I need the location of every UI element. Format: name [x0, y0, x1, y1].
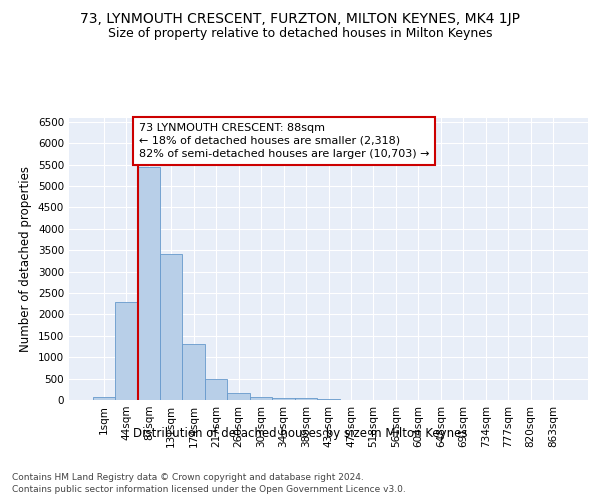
Text: Size of property relative to detached houses in Milton Keynes: Size of property relative to detached ho… [108, 28, 492, 40]
Bar [250, 396, 272, 400]
Bar [272, 398, 295, 400]
Bar [160, 254, 182, 400]
Text: Contains HM Land Registry data © Crown copyright and database right 2024.: Contains HM Land Registry data © Crown c… [12, 472, 364, 482]
Text: 73, LYNMOUTH CRESCENT, FURZTON, MILTON KEYNES, MK4 1JP: 73, LYNMOUTH CRESCENT, FURZTON, MILTON K… [80, 12, 520, 26]
Bar [205, 380, 227, 400]
Bar [317, 399, 340, 400]
Bar [295, 398, 317, 400]
Bar [137, 166, 160, 400]
Bar [227, 393, 250, 400]
Text: 73 LYNMOUTH CRESCENT: 88sqm
← 18% of detached houses are smaller (2,318)
82% of : 73 LYNMOUTH CRESCENT: 88sqm ← 18% of det… [139, 122, 429, 159]
Y-axis label: Number of detached properties: Number of detached properties [19, 166, 32, 352]
Bar [182, 344, 205, 400]
Text: Distribution of detached houses by size in Milton Keynes: Distribution of detached houses by size … [133, 428, 467, 440]
Bar [92, 397, 115, 400]
Text: Contains public sector information licensed under the Open Government Licence v3: Contains public sector information licen… [12, 485, 406, 494]
Bar [115, 302, 137, 400]
